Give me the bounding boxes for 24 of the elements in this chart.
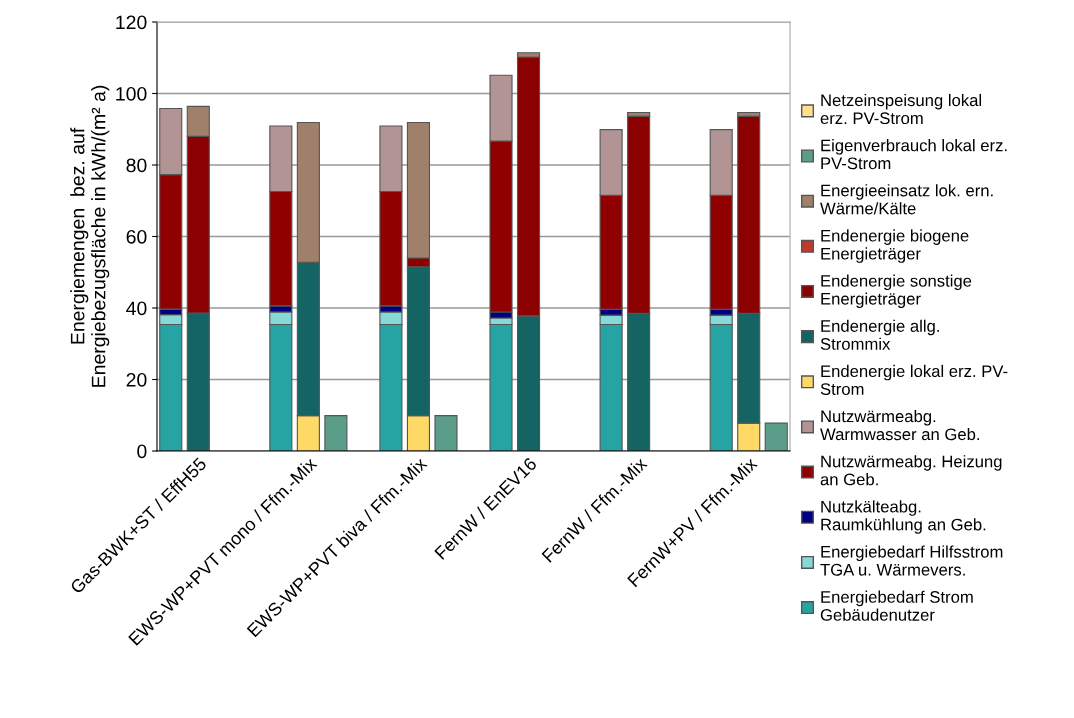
y-tick-label: 80 bbox=[126, 158, 147, 173]
bar bbox=[489, 323, 513, 451]
y-tick-label: 40 bbox=[126, 301, 147, 316]
y-tick-label: 60 bbox=[126, 229, 147, 244]
legend-label: Endenergie lokal erz. PV- Strom bbox=[820, 364, 1008, 396]
bar bbox=[324, 415, 348, 451]
bar bbox=[434, 415, 458, 451]
legend-label: Endenergie allg. Strommix bbox=[820, 319, 939, 350]
y-tick-label: 0 bbox=[137, 444, 147, 459]
legend-label: Netzeinspeisung lokal erz. PV-Strom bbox=[820, 93, 982, 125]
y-axis-title: Energiemengen bez. auf Energiebezugsfläche in kWh/(m² a) bbox=[70, 85, 110, 387]
legend-label: Eigenverbrauch lokal erz. PV-Strom bbox=[821, 139, 1007, 170]
legend-label: Energiebedarf Strom Gebäudenutzer bbox=[820, 590, 973, 621]
legend-label: Nutzwärmeabg. Warmwasser an Geb. bbox=[820, 409, 980, 441]
legend-label: Endenergie biogene Energieträger bbox=[821, 229, 969, 263]
legend-label: Nutzkälteabg. Raumkühlung an Geb. bbox=[821, 500, 986, 534]
y-tick-label: 20 bbox=[126, 372, 147, 387]
legend-label: Nutzwärmeabg. Heizung an Geb. bbox=[820, 455, 1002, 486]
y-tick-label: 100 bbox=[116, 86, 147, 101]
legend-label: Endenergie sonstige Energieträger bbox=[821, 274, 972, 309]
legend-label: Energiebedarf Hilfsstrom TGA u. Wärmevers. bbox=[820, 545, 1003, 576]
y-tick-label: 120 bbox=[116, 15, 147, 30]
bar bbox=[764, 422, 788, 451]
legend-label: Energieeinsatz lok. ern. Wärme/Kälte bbox=[820, 184, 993, 215]
